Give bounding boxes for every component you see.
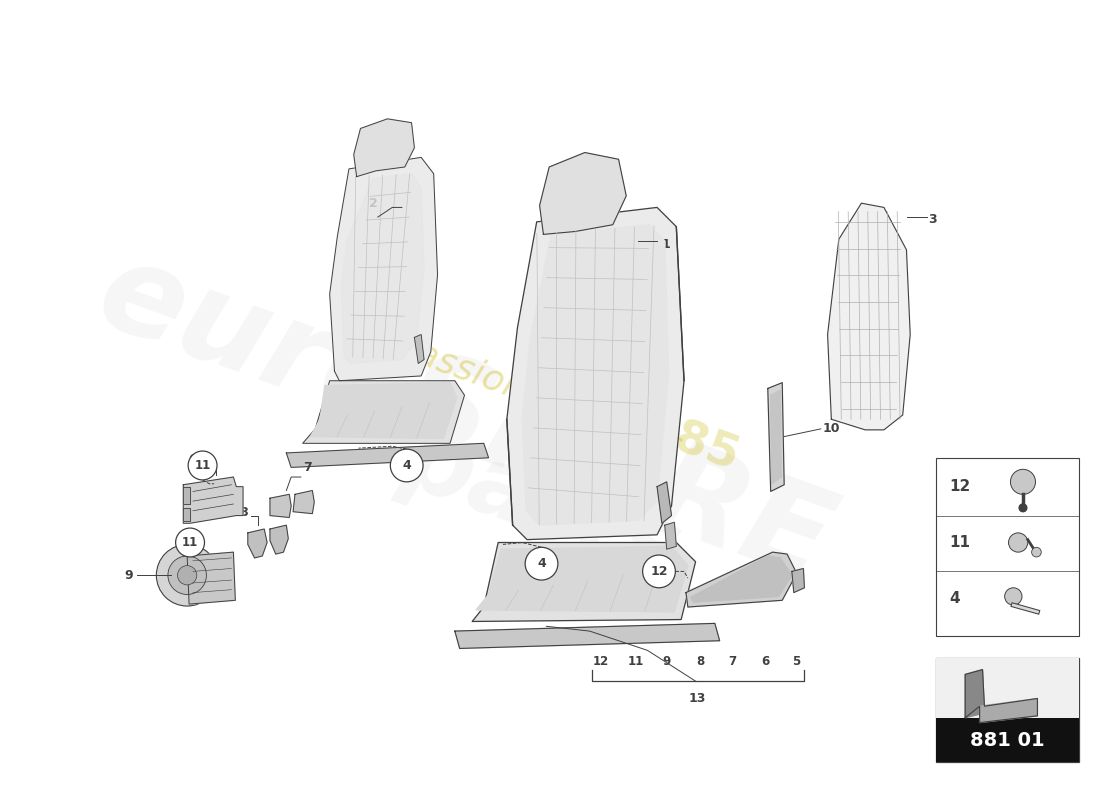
- Text: 12: 12: [949, 479, 971, 494]
- Polygon shape: [330, 158, 438, 381]
- Circle shape: [1004, 588, 1022, 605]
- Polygon shape: [270, 494, 292, 518]
- Polygon shape: [286, 443, 488, 467]
- Circle shape: [1011, 470, 1035, 494]
- Text: 1: 1: [662, 238, 671, 250]
- Polygon shape: [691, 556, 792, 602]
- Text: parts: parts: [390, 413, 693, 599]
- Circle shape: [168, 556, 207, 594]
- Bar: [936, 658, 1079, 762]
- Polygon shape: [184, 486, 190, 504]
- Bar: [936, 458, 1079, 636]
- Circle shape: [390, 449, 424, 482]
- Text: 11: 11: [182, 536, 198, 549]
- Bar: [936, 718, 1079, 762]
- Text: 4: 4: [403, 459, 411, 472]
- Text: 12: 12: [650, 565, 668, 578]
- Circle shape: [1032, 547, 1042, 557]
- Text: 11: 11: [949, 535, 971, 550]
- Text: 4: 4: [949, 591, 960, 606]
- Text: 2: 2: [370, 197, 377, 210]
- Text: 881 01: 881 01: [970, 730, 1045, 750]
- Polygon shape: [184, 477, 243, 523]
- Polygon shape: [248, 529, 267, 558]
- Polygon shape: [472, 542, 695, 622]
- Polygon shape: [341, 174, 424, 363]
- Polygon shape: [455, 623, 719, 649]
- Polygon shape: [310, 382, 456, 438]
- Polygon shape: [415, 334, 424, 363]
- Circle shape: [642, 555, 675, 588]
- Polygon shape: [187, 552, 235, 604]
- Circle shape: [176, 528, 205, 557]
- Polygon shape: [965, 670, 985, 718]
- Circle shape: [156, 545, 218, 606]
- Polygon shape: [522, 225, 669, 525]
- Polygon shape: [771, 390, 781, 484]
- Circle shape: [188, 451, 217, 480]
- Polygon shape: [664, 522, 676, 550]
- Text: 12: 12: [593, 655, 609, 669]
- Text: 6: 6: [188, 454, 197, 466]
- Polygon shape: [507, 207, 684, 540]
- Text: euroSPARE: euroSPARE: [82, 230, 847, 608]
- Polygon shape: [270, 525, 288, 554]
- Polygon shape: [792, 569, 804, 593]
- Polygon shape: [354, 119, 415, 177]
- Polygon shape: [686, 552, 796, 607]
- Polygon shape: [184, 508, 190, 522]
- Text: 8: 8: [696, 655, 704, 669]
- Text: 6: 6: [761, 655, 769, 669]
- Polygon shape: [293, 490, 315, 514]
- Polygon shape: [768, 382, 784, 491]
- Text: 7: 7: [728, 655, 736, 669]
- Circle shape: [177, 566, 197, 585]
- Text: 4: 4: [537, 557, 546, 570]
- Text: 13: 13: [689, 692, 706, 705]
- Text: 11: 11: [628, 655, 643, 669]
- Text: 10: 10: [823, 422, 840, 435]
- Circle shape: [525, 547, 558, 580]
- Text: 9: 9: [124, 569, 133, 582]
- Bar: [936, 658, 1079, 718]
- Text: 3: 3: [928, 214, 937, 226]
- Circle shape: [1019, 504, 1026, 512]
- Circle shape: [1009, 533, 1027, 552]
- Text: 8: 8: [239, 506, 248, 519]
- Polygon shape: [980, 698, 1037, 722]
- Text: 5: 5: [792, 655, 800, 669]
- Polygon shape: [302, 381, 464, 443]
- Text: a passion for parts: a passion for parts: [359, 317, 686, 464]
- Polygon shape: [827, 203, 910, 430]
- Polygon shape: [540, 153, 626, 234]
- Text: 11: 11: [195, 459, 211, 472]
- Polygon shape: [657, 482, 671, 523]
- Text: 9: 9: [662, 655, 671, 669]
- Text: 1085: 1085: [607, 395, 746, 482]
- Text: 7: 7: [302, 461, 311, 474]
- Polygon shape: [476, 546, 688, 612]
